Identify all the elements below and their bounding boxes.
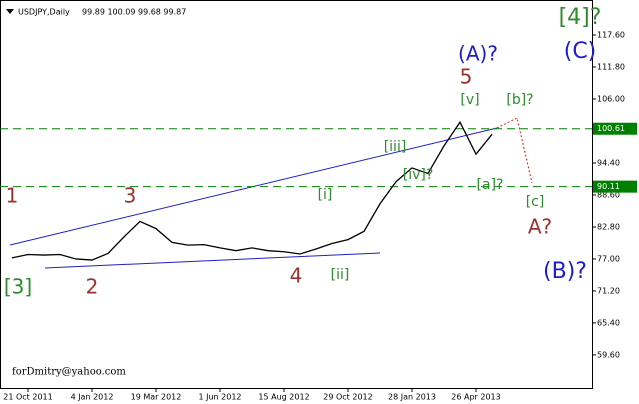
wave-label: 3 [124, 184, 137, 208]
trend-line [44, 252, 381, 269]
wave-label: [c] [526, 194, 545, 210]
y-tick-label: 82.80 [597, 222, 620, 231]
level-box [593, 180, 637, 193]
wave-label: (C) [564, 39, 597, 64]
wave-label: (A)? [458, 42, 498, 66]
wave-label: [4]? [559, 5, 602, 30]
x-tick-label: 1 Jun 2012 [198, 393, 241, 402]
ohlc: 99.89 100.09 99.68 99.87 [82, 8, 186, 17]
x-tick-label: 29 Oct 2012 [323, 393, 372, 402]
wave-label: 4 [290, 264, 303, 288]
y-tick-label: 65.40 [597, 318, 620, 327]
y-tick-label: 77.00 [597, 254, 620, 263]
wave-label: [v] [460, 92, 479, 108]
wave-label: [iv]? [403, 167, 434, 183]
wave-label: [3] [4, 275, 32, 299]
wave-label: [b]? [506, 92, 533, 108]
wave-label: 5 [460, 65, 473, 89]
price-line [11, 120, 493, 261]
y-tick-label: 111.80 [597, 63, 625, 72]
wave-label: [a]? [477, 177, 504, 193]
level-box [593, 122, 637, 135]
y-tick-label: 71.20 [597, 286, 620, 295]
y-tick-label: 94.40 [597, 158, 620, 167]
wave-label: (B)? [543, 259, 587, 284]
level-label: 90.11 [597, 182, 620, 191]
y-tick-label: 106.00 [597, 94, 625, 103]
x-tick-label: 28 Jan 2013 [388, 393, 436, 402]
plot-frame [0, 0, 593, 389]
watermark: forDmitry@yahoo.com [12, 367, 126, 378]
x-tick-label: 4 Jan 2012 [71, 393, 114, 402]
y-tick-label: 88.60 [597, 190, 620, 199]
wave-label: [ii] [331, 267, 350, 283]
wave-label: [i] [318, 187, 333, 203]
wave-label: A? [528, 215, 552, 239]
level-label: 100.61 [597, 124, 625, 133]
y-tick-label: 59.60 [597, 350, 620, 359]
x-tick-label: 21 Oct 2011 [3, 393, 52, 402]
x-tick-label: 15 Aug 2012 [258, 393, 309, 402]
y-tick-label: 117.60 [597, 31, 625, 40]
x-tick-label: 26 Apr 2013 [451, 393, 500, 402]
wave-label: [iii] [384, 139, 407, 155]
wave-label: 1 [6, 184, 19, 208]
wave-label: 2 [86, 275, 99, 299]
x-tick-label: 19 Mar 2012 [131, 393, 182, 402]
menu-arrow [6, 9, 14, 14]
chart-title: USDJPY,Daily [18, 8, 70, 17]
